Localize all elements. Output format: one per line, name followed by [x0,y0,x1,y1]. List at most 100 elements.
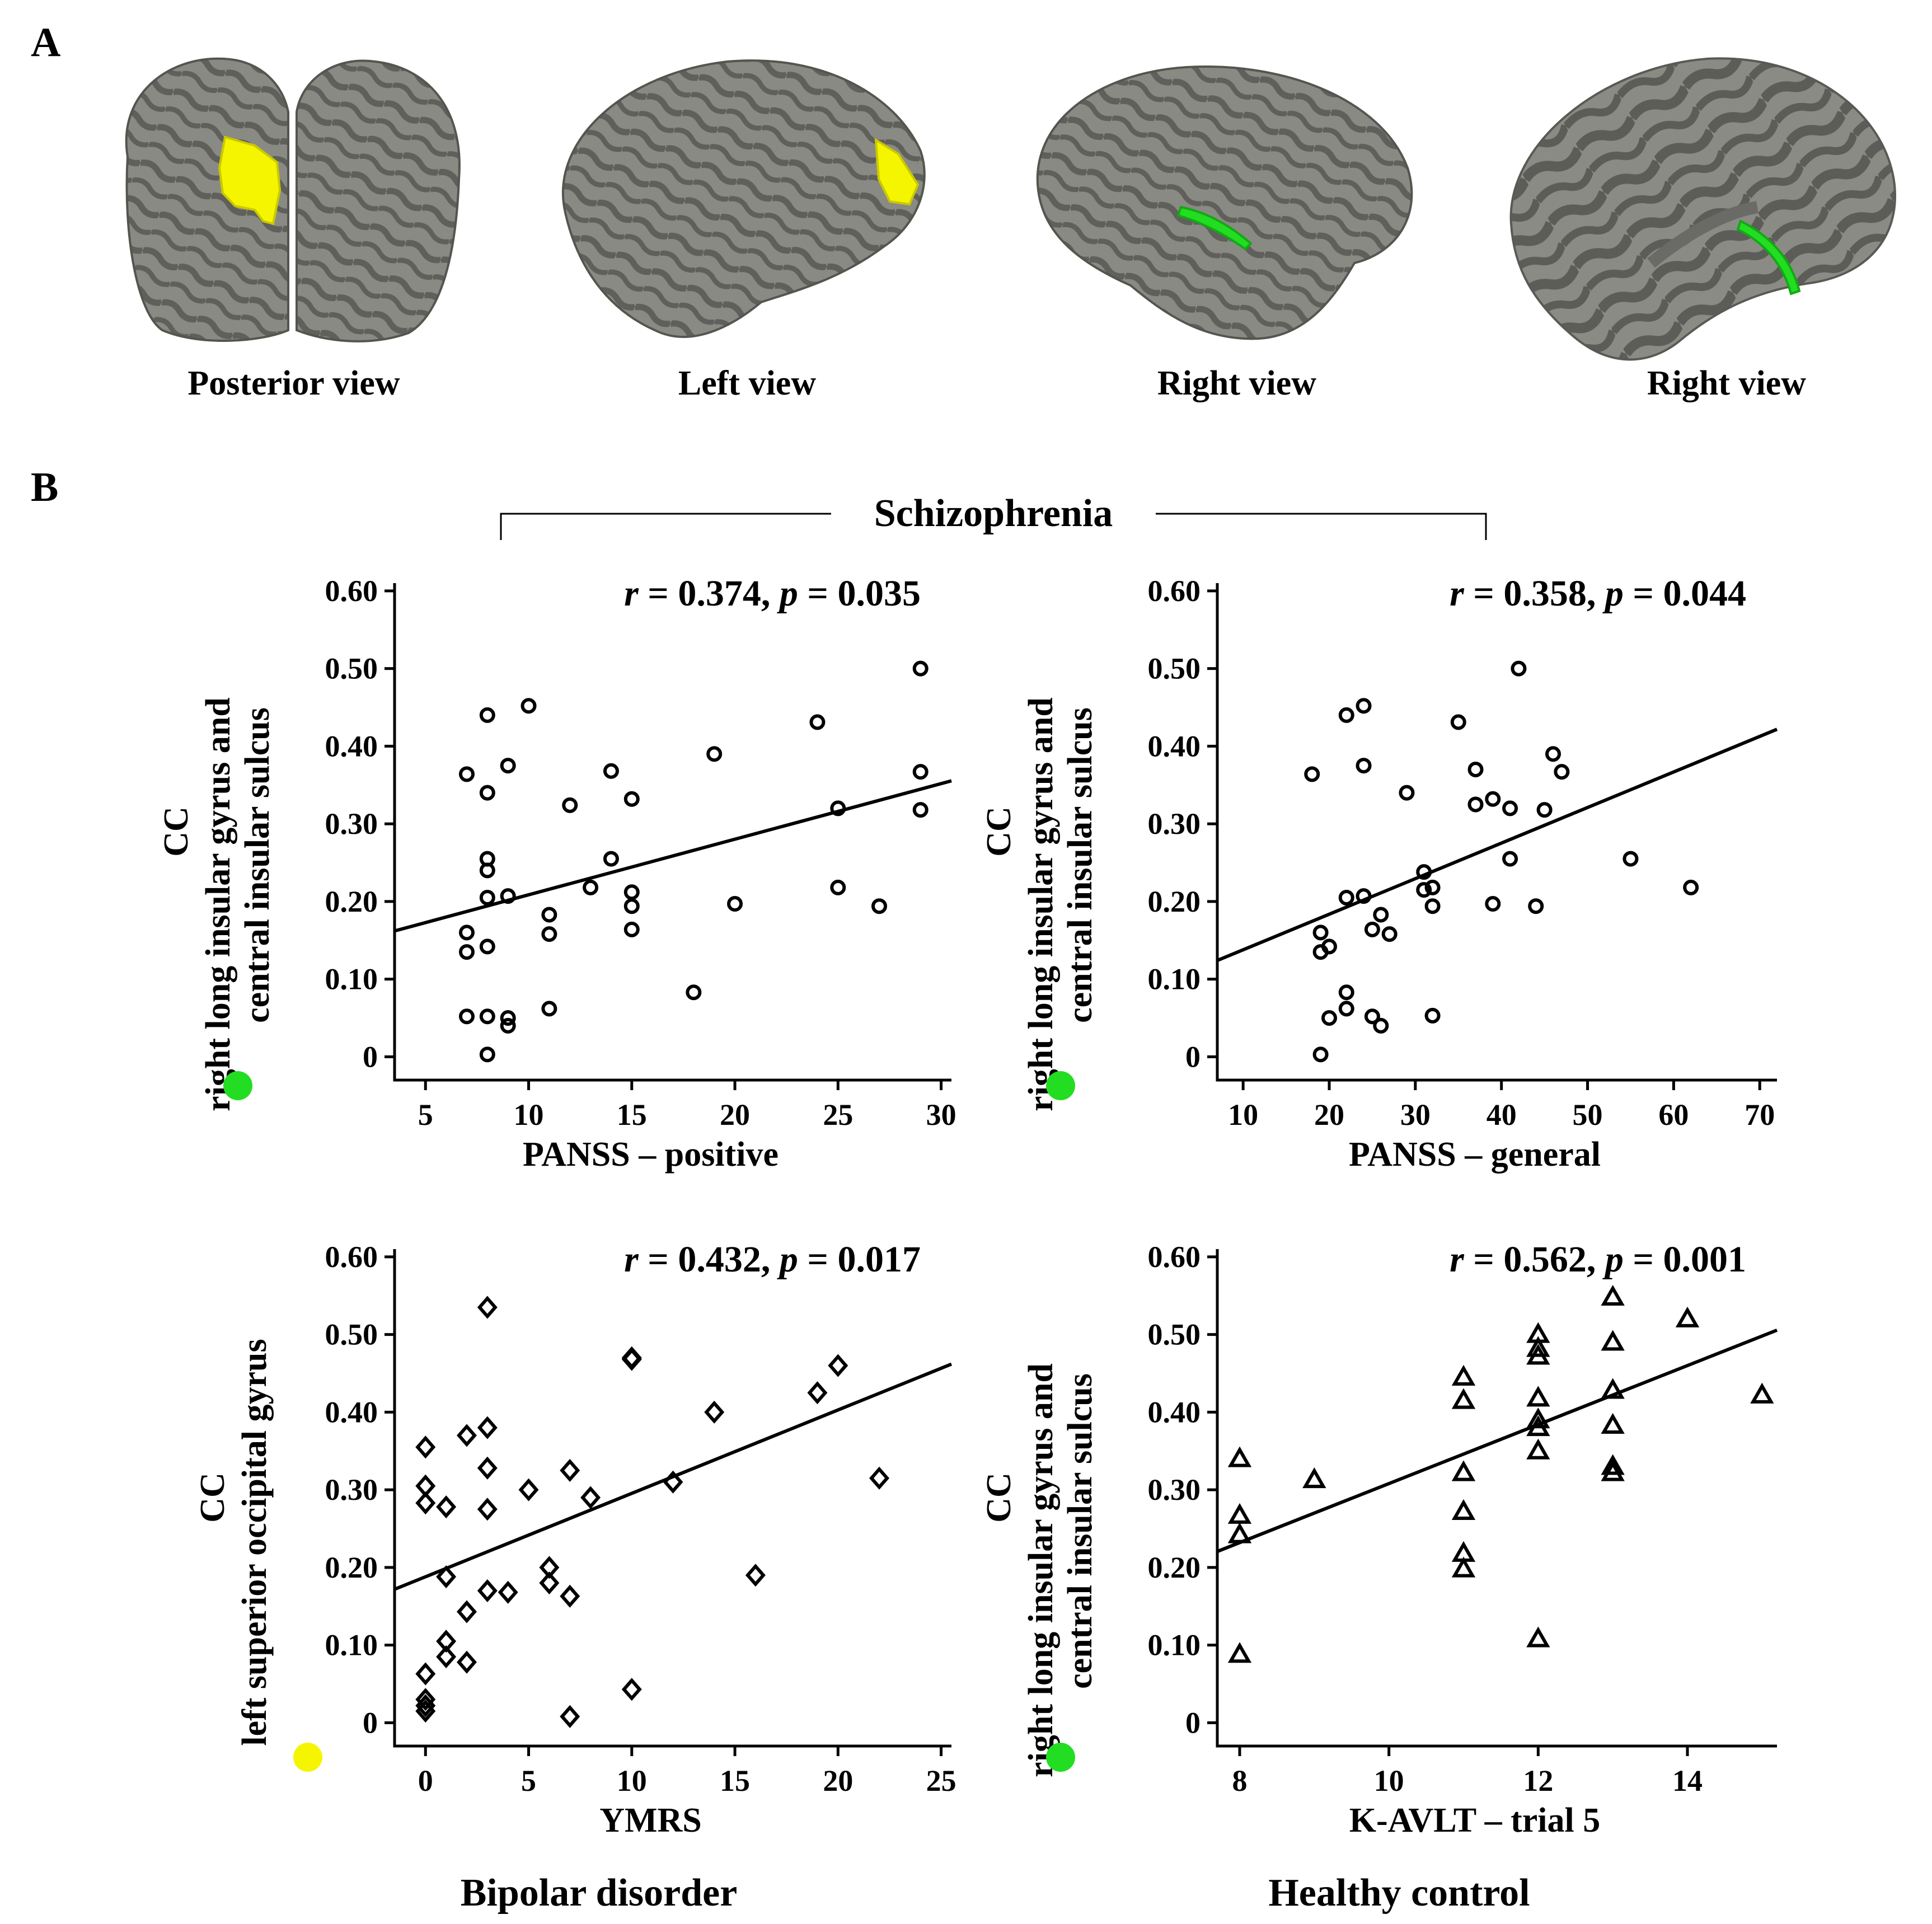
data-point [415,1700,436,1723]
y-tick-label: 0 [1185,1706,1201,1739]
left-superior-occipital-region [218,135,282,226]
data-point [580,1486,601,1509]
axes [393,583,951,1082]
data-point [479,707,495,723]
data-point [520,698,537,714]
data-point [436,1565,457,1589]
x-tick-label: 70 [1745,1098,1775,1132]
group-label-bipolar: Bipolar disorder [461,1871,738,1914]
correlation-stat: r = 0.562, p = 0.001 [1450,1239,1746,1280]
data-point [1526,1626,1550,1648]
data-point [1675,1306,1700,1327]
data-point [1451,1499,1476,1520]
y-tick-label: 0.20 [1148,885,1201,918]
data-point [1526,1407,1550,1429]
right-long-insular-gyrus-region [1736,219,1801,295]
axes [393,1249,951,1748]
data-point [1536,802,1553,818]
data-point [1526,1336,1550,1357]
y-axis-region-label: central insular sulcus [1061,707,1099,1023]
data-point [1416,864,1432,880]
data-point [704,1400,725,1424]
y-tick-label: 0.30 [1148,807,1201,841]
data-point [1424,879,1441,895]
x-tick-label: 20 [720,1098,750,1132]
y-tick-label: 0.40 [1148,729,1201,763]
data-point [912,764,929,780]
data-point [1601,1413,1625,1434]
data-point [562,797,578,813]
data-point [477,1416,498,1439]
y-axis-label: CC [157,806,195,857]
data-point [1502,851,1518,867]
data-point [1338,1001,1354,1017]
data-point [1467,762,1484,777]
y-tick-label: 0.10 [325,963,378,996]
data-point [1554,764,1570,780]
data-point [1227,1522,1252,1543]
data-point [1485,791,1501,807]
data-point [1302,1467,1326,1489]
data-point [1511,660,1527,677]
left-superior-occipital-region [874,138,920,206]
y-tick-label: 0.60 [325,574,378,608]
data-point [1467,796,1484,813]
data-point [1683,879,1699,895]
x-tick-label: 10 [514,1098,544,1132]
regression-line [393,1362,953,1591]
region-color-dot [223,1071,252,1100]
brain-left-view [561,59,926,338]
data-point [912,802,929,818]
regression-line [1216,1329,1778,1554]
data-point [1526,1344,1550,1365]
y-tick-label: 0.10 [1148,963,1201,996]
data-point [539,1571,560,1595]
data-point [456,1424,477,1447]
data-point [479,938,495,955]
y-tick-label: 0.60 [325,1240,378,1274]
y-tick-label: 0.30 [325,1473,378,1507]
x-tick-label: 20 [823,1764,853,1798]
group-label-healthy: Healthy control [1268,1871,1530,1914]
data-point [623,884,640,900]
panel-label-b: B [31,464,58,510]
data-point [436,1645,457,1668]
data-point [912,660,929,677]
x-tick-label: 10 [617,1764,647,1798]
data-point [828,1354,848,1377]
data-point [1450,714,1466,730]
data-point [479,889,495,905]
y-axis-region-label: right long insular gyrus and [1022,1363,1060,1777]
region-color-dot [293,1743,322,1772]
data-point [498,1580,518,1604]
x-tick-label: 14 [1672,1764,1703,1798]
data-point [1485,896,1501,912]
data-point [1601,1378,1625,1399]
y-axis-region-label: right long insular gyrus and [1022,697,1060,1111]
y-axis-region-label: left superior occipital gyrus [236,1339,274,1745]
data-point [830,800,846,816]
data-point [663,1470,683,1494]
x-tick-label: 8 [1232,1764,1248,1798]
region-color-dot [1046,1071,1075,1100]
brain-right-view-pial [1036,65,1413,340]
data-point [1601,1284,1625,1306]
y-axis-label: CC [980,1472,1018,1523]
data-point [477,1579,498,1603]
data-point [809,714,826,730]
data-point [560,1584,580,1608]
data-point [458,766,475,782]
data-point [706,746,723,762]
data-point [1528,898,1544,914]
data-point [436,1495,457,1519]
data-point [1750,1382,1774,1404]
x-axis-label: PANSS – general [1349,1135,1601,1174]
y-tick-label: 0.20 [325,1551,378,1584]
regression-line [1216,728,1778,963]
view-label-left: Left view [678,364,816,402]
data-point [518,1478,539,1501]
scatter-ymrs: 0 0.10 0.20 0.30 0.40 0.50 0.60 0 5 10 15 20 25 r = 0… [194,1239,956,1839]
scatter-panss-general: 0 0.10 0.20 0.30 0.40 0.50 0.60 10 20 30 40 50 60 70 r… [980,573,1778,1174]
y-tick-label: 0.50 [1148,652,1201,686]
data-point [621,1678,642,1701]
